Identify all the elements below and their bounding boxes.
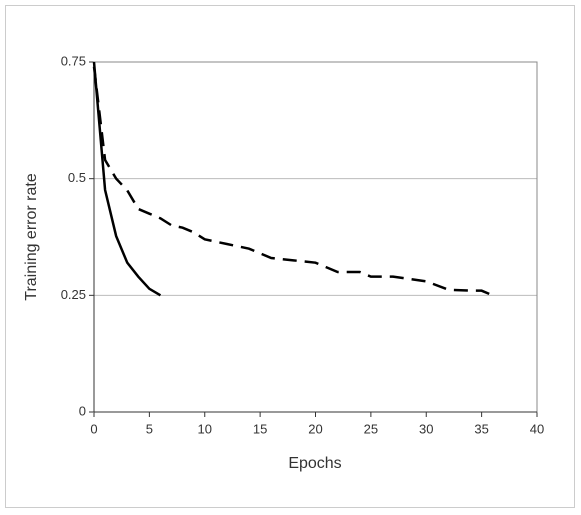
line-series (92, 66, 494, 297)
x-tick-label: 25 (364, 421, 378, 436)
x-tick-label: 0 (90, 421, 97, 436)
x-tick-label: 10 (198, 421, 212, 436)
x-tick-label: 20 (308, 421, 322, 436)
x-axis-title: Epochs (288, 455, 341, 472)
x-tick-label: 40 (530, 421, 544, 436)
x-tick-label: 5 (146, 421, 153, 436)
x-tick-label: 30 (419, 421, 433, 436)
line-series (92, 61, 162, 297)
y-tick-label: 0 (79, 403, 86, 418)
y-tick-label: 0.75 (61, 53, 86, 68)
x-tick-label: 35 (474, 421, 488, 436)
frame (5, 5, 575, 508)
y-axis-title: Training error rate (23, 173, 40, 301)
y-tick-label: 0.25 (61, 287, 86, 302)
x-tick-label: 15 (253, 421, 267, 436)
y-tick-label: 0.5 (68, 170, 86, 185)
